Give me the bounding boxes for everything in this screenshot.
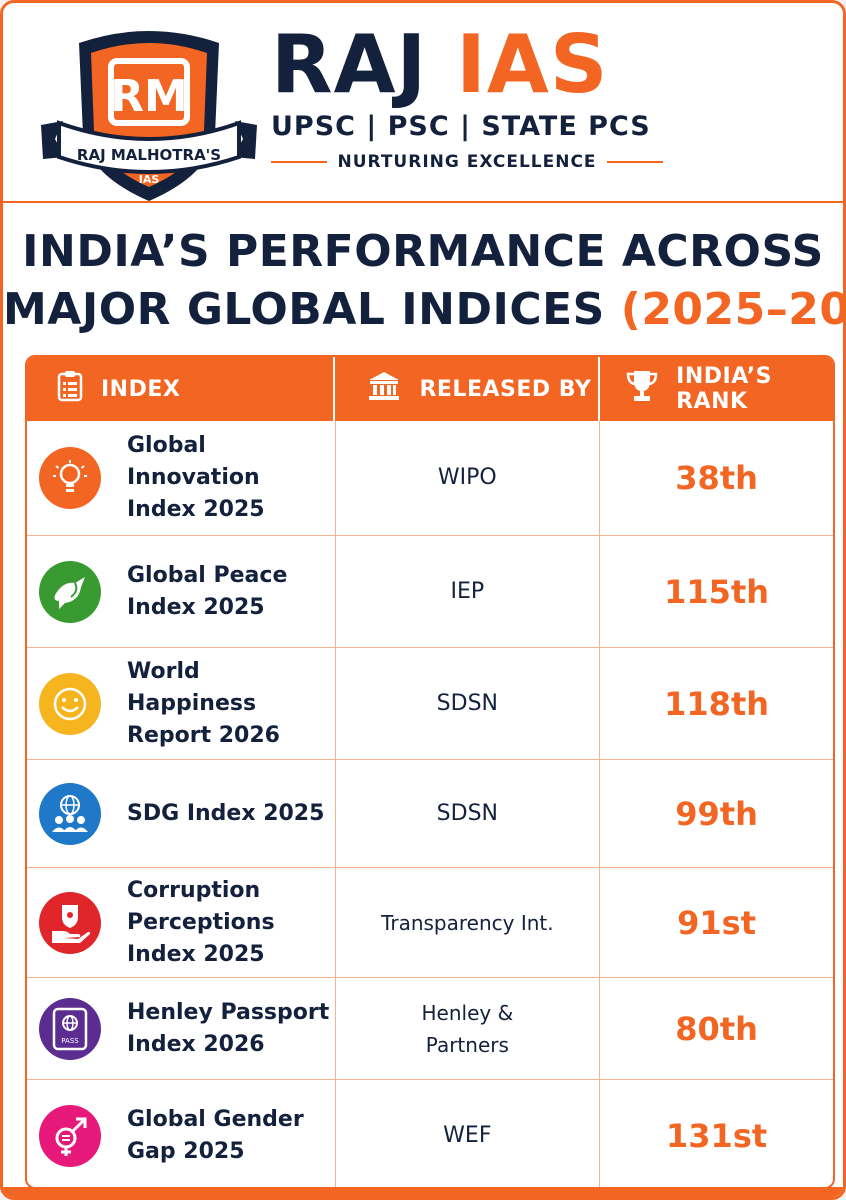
rank-value: 118th [664,684,770,723]
rank-value: 115th [664,572,770,611]
smiley-icon [39,672,101,735]
rank-value: 131st [666,1116,768,1155]
rank-value: 99th [675,794,758,833]
brand-subtitle: UPSC | PSC | STATE PCS [271,111,651,142]
indices-table: INDEX RELEASED BY [25,355,835,1189]
index-cell: SDG Index 2025 [27,760,336,867]
brand-name-raj: RAJ [271,18,428,111]
rank-value: 80th [675,1009,758,1048]
rank-cell: 115th [600,536,833,647]
passport-icon: PASS [39,997,101,1060]
index-name: Global Innovation Index 2025 [127,433,265,522]
header-released-by-label: RELEASED BY [419,376,592,402]
index-name: Corruption Perceptions Index 2025 [127,877,275,967]
index-cell: Global Gender Gap 2025 [27,1080,336,1187]
released-by-cell: Henley & Partners [336,978,601,1079]
dove-icon [39,560,101,623]
page-title: INDIA’S PERFORMANCE ACROSS MAJOR GLOBAL … [3,223,843,339]
index-cell: Global Peace Index 2025 [27,536,336,647]
released-by-value: Transparency Int. [381,910,554,935]
rank-cell: 80th [600,978,833,1079]
raj-malhotra-ias-logo: RM RAJ MALHOTRA'S IAS [41,31,257,201]
released-by-value: WEF [443,1122,492,1148]
brand-tagline-row: NURTURING EXCELLENCE [271,152,664,172]
index-cell: Global Innovation Index 2025 [27,421,336,535]
table-row: Corruption Perceptions Index 2025 Transpa… [27,867,833,977]
rank-cell: 118th [600,648,833,759]
brand-block: RAJ IAS UPSC | PSC | STATE PCS NURTURING… [271,23,671,172]
passport-icon-text: PASS [61,1037,79,1045]
trophy-icon [626,369,658,409]
released-by-cell: Transparency Int. [336,868,601,977]
table-row: Global Peace Index 2025 IEP 115th [27,535,833,647]
brand-title: RAJ IAS [271,23,671,107]
rank-cell: 99th [600,760,833,867]
gender-icon [39,1104,101,1167]
index-name: SDG Index 2025 [127,800,325,826]
index-name: Henley Passport Index 2026 [127,999,330,1057]
index-cell: PASS Henley Passport Index 2026 [27,978,336,1079]
hand-shield-icon [39,891,101,954]
header-rank: INDIA’S RANK [600,357,833,421]
title-years: (2025–2026) [620,284,846,335]
table-body: Global Innovation Index 2025 WIPO 38th Glob… [27,421,833,1187]
title-line-2-text: MAJOR GLOBAL INDICES [3,284,605,335]
header: RM RAJ MALHOTRA'S IAS RAJ IAS UPSC | PSC… [3,3,843,203]
rank-cell: 38th [600,421,833,535]
title-line-1: INDIA’S PERFORMANCE ACROSS [22,226,824,277]
logo-bottom-text: IAS [139,173,160,186]
index-name: World Happiness Report 2026 [127,658,280,748]
tagline-divider-left [271,161,328,163]
logo-monogram: RM [110,71,188,122]
released-by-value: Henley & Partners [421,1000,514,1057]
table-row: Global Gender Gap 2025 WEF 131st [27,1079,833,1187]
logo-ribbon-text: RAJ MALHOTRA'S [77,146,221,164]
institution-icon [367,371,401,407]
bottom-accent-bar [3,1187,843,1197]
tagline-divider-right [606,161,664,163]
rank-cell: 131st [600,1080,833,1187]
index-name: Global Gender Gap 2025 [127,1106,304,1164]
released-by-value: IEP [450,578,485,604]
header-index: INDEX [27,357,336,421]
released-by-cell: WEF [336,1080,601,1187]
table-row: Global Innovation Index 2025 WIPO 38th [27,421,833,535]
index-cell: World Happiness Report 2026 [27,648,336,759]
released-by-value: SDSN [436,800,498,826]
clipboard-icon [57,370,83,408]
table-row: World Happiness Report 2026 SDSN 118th [27,647,833,759]
released-by-cell: WIPO [336,421,601,535]
globe-people-icon [39,782,101,845]
index-cell: Corruption Perceptions Index 2025 [27,868,336,977]
released-by-cell: SDSN [336,648,601,759]
header-index-label: INDEX [101,376,181,402]
header-released-by: RELEASED BY [335,357,601,421]
table-header: INDEX RELEASED BY [27,357,833,421]
rank-cell: 91st [600,868,833,977]
released-by-cell: SDSN [336,760,601,867]
rank-value: 91st [677,903,757,942]
title-line-2: MAJOR GLOBAL INDICES (2025–2026) [3,281,843,339]
table-row: SDG Index 2025 SDSN 99th [27,759,833,867]
table-row: PASS Henley Passport Index 2026 Henley & P… [27,977,833,1079]
rank-value: 38th [675,459,758,497]
released-by-cell: IEP [336,536,601,647]
index-name: Global Peace Index 2025 [127,562,288,620]
released-by-value: WIPO [437,465,497,490]
header-rank-label: INDIA’S RANK [676,364,772,414]
brand-tagline: NURTURING EXCELLENCE [337,152,597,172]
lightbulb-icon [39,447,101,509]
released-by-value: SDSN [436,690,498,716]
brand-name-ias: IAS [456,18,609,111]
